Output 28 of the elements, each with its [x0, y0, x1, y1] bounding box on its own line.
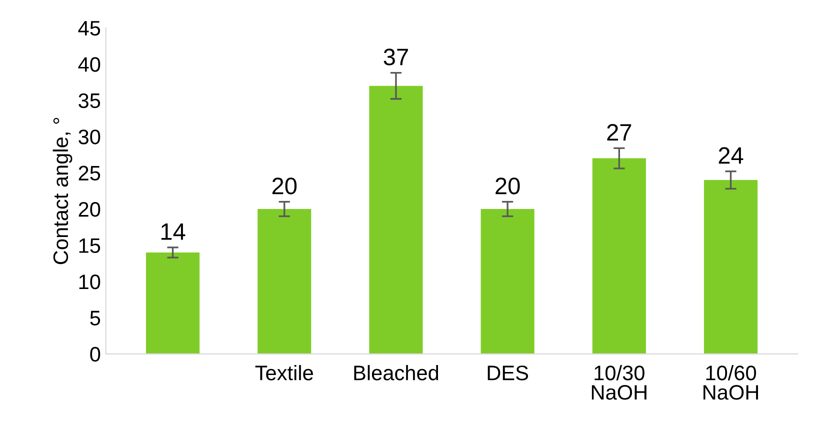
y-tick-label: 10 [79, 274, 100, 290]
x-tick-label: DES [488, 366, 528, 380]
bar [480, 209, 534, 354]
y-tick-label: 5 [90, 310, 100, 326]
y-tick-label: 40 [78, 57, 100, 72]
bar [258, 209, 312, 354]
y-tick-label: 15 [79, 238, 100, 253]
bar [592, 158, 646, 354]
y-tick-label: 0 [90, 346, 100, 362]
x-tick-label: 10/60 NaOH [704, 365, 758, 400]
data-label: 20 [272, 178, 297, 194]
data-label: 24 [718, 147, 744, 164]
y-axis-title: Contact angle, ° [52, 118, 72, 264]
bar [146, 252, 200, 354]
y-tick-label: 35 [78, 93, 100, 108]
x-tick-label: 10/30 NaOH [592, 365, 646, 400]
y-tick-label: 45 [78, 21, 100, 36]
data-label: 37 [384, 48, 408, 66]
y-tick-label: 25 [78, 166, 100, 181]
data-label: 14 [161, 224, 186, 240]
data-label: 20 [496, 178, 520, 194]
x-tick-label: Bleached [354, 365, 438, 380]
x-tick-label: Textile [255, 365, 313, 380]
data-label: 27 [607, 124, 632, 140]
y-tick-label: 20 [78, 202, 100, 217]
bar [704, 180, 758, 354]
bar [369, 86, 423, 354]
y-tick-label: 30 [78, 130, 100, 144]
